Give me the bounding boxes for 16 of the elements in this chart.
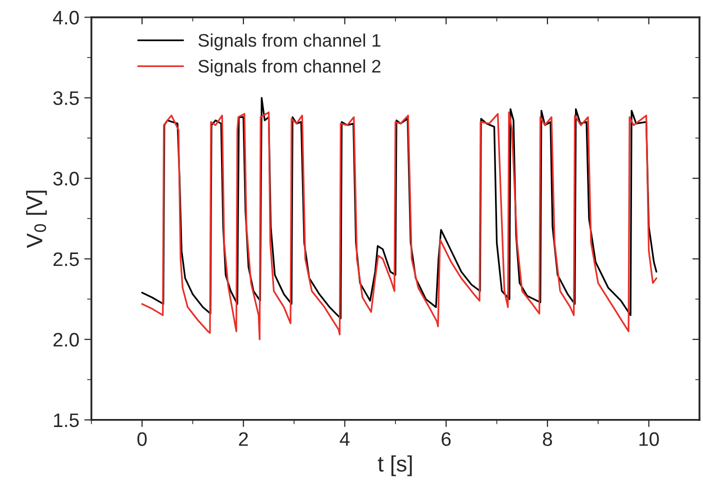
x-tick-label: 6 [442, 432, 451, 446]
legend-label: Signals from channel 2 [198, 59, 380, 76]
y-tick-label: 2.5 [54, 252, 79, 266]
x-tick-label: 2 [238, 432, 248, 446]
y-axis-title: V$_{0}$ [V] [26, 190, 47, 248]
x-tick-label: 4 [340, 432, 350, 446]
y-tick-label: 1.5 [54, 414, 79, 428]
x-tick-label: 8 [542, 432, 552, 446]
legend-label: Signals from channel 1 [198, 34, 380, 50]
y-tick-label: 3.5 [53, 91, 79, 106]
y-tick-label: 3.0 [53, 172, 79, 186]
x-axis-title: t [s] [378, 455, 412, 476]
x-tick-label: 10 [639, 432, 659, 446]
x-tick-label: 0 [137, 432, 147, 446]
y-tick-label: 2.0 [54, 332, 79, 347]
y-tick-label: 4.0 [53, 10, 79, 25]
